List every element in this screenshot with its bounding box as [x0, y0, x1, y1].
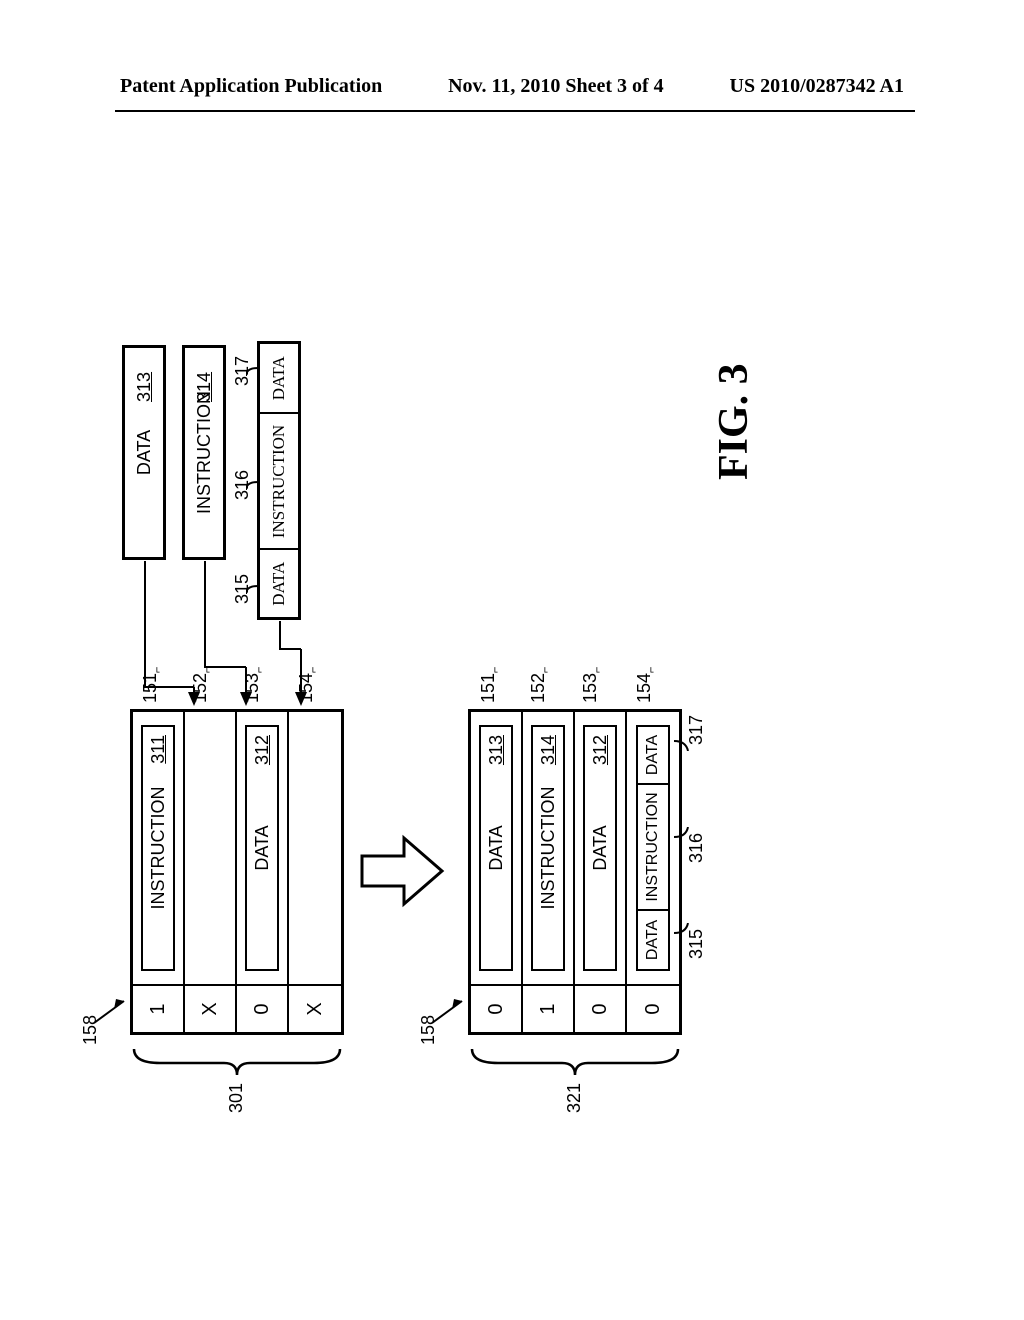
ref-313: 313 — [486, 735, 507, 765]
inner-box-312: DATA 312 — [245, 725, 279, 971]
ref-152-bottom: 152⌐ — [528, 667, 552, 703]
box-label: DATA — [134, 430, 155, 475]
ref-314: 314 — [538, 735, 559, 765]
arrow-line — [144, 561, 146, 688]
ref-311: 311 — [148, 735, 169, 764]
ref-321: 321 — [564, 1083, 585, 1113]
arrow-head-icon — [240, 692, 252, 706]
inner-label: INSTRUCTION — [538, 787, 559, 910]
ref-301: 301 — [226, 1083, 247, 1113]
ref-153-bottom: 153⌐ — [580, 667, 604, 703]
cache-301: 301 158 1 INSTRUCTION 311 X — [130, 675, 344, 1035]
table-row: 1 INSTRUCTION 311 — [133, 712, 185, 1032]
seg-316: INSTRUCTION — [260, 412, 298, 548]
inner-box: DATA 313 — [479, 725, 513, 971]
inner-label: DATA — [252, 825, 273, 870]
bit-cell: 0 — [471, 984, 521, 1032]
arrow-vbar — [204, 666, 246, 668]
arrow-line — [279, 621, 281, 650]
ref-158-top: 158 — [80, 1015, 101, 1045]
seg-315b: DATA — [636, 911, 670, 971]
bit-cell: X — [289, 984, 341, 1032]
incoming-lines-group: DATA 313 INSTRUCTION 314 DATA INSTRUCTIO… — [122, 310, 362, 650]
seg-315: DATA — [260, 548, 298, 617]
figure-title: FIG. 3 — [710, 363, 758, 480]
inner-box: DATA 312 — [583, 725, 617, 971]
cache-table-321: 0 DATA 313 1 INSTRUCTION 314 — [468, 709, 682, 1035]
bit-cell: 0 — [237, 984, 287, 1032]
content-cell-empty — [185, 712, 235, 984]
content-cell: DATA 313 — [471, 712, 521, 984]
ref-151-bottom: 151⌐ — [478, 667, 502, 703]
seg-317b: DATA — [636, 725, 670, 785]
big-arrow-icon — [358, 832, 448, 910]
hook-icon — [674, 923, 692, 935]
arrow-vbar — [279, 648, 301, 650]
bit-cell: 1 — [523, 984, 573, 1032]
table-row: X — [185, 712, 237, 1032]
ref-158-bottom: 158 — [418, 1015, 439, 1045]
inner-label: INSTRUCTION — [148, 787, 169, 910]
arrow-line — [204, 561, 206, 668]
arrow-head-icon — [295, 692, 307, 706]
cache-321: 321 158 0 DATA 313 1 — [468, 675, 682, 1035]
content-cell: DATA INSTRUCTION DATA — [627, 712, 679, 984]
figure-3: 301 158 1 INSTRUCTION 311 X — [130, 0, 910, 190]
inner-box: INSTRUCTION 314 — [531, 725, 565, 971]
curly-321 — [468, 1043, 682, 1083]
seg-316b: INSTRUCTION — [636, 785, 670, 911]
ref-313-top: 313 — [134, 372, 155, 402]
box-label: INSTRUCTION — [194, 391, 215, 514]
content-cell: INSTRUCTION 314 — [523, 712, 573, 984]
table-row: 0 DATA 312 — [237, 712, 289, 1032]
ref-154-bottom: 154⌐ — [634, 667, 658, 703]
hook-icon — [674, 739, 692, 751]
table-row: 0 DATA INSTRUCTION DATA — [627, 712, 679, 1032]
ref-312: 312 — [252, 735, 273, 765]
hook-icon — [674, 827, 692, 839]
content-cell: INSTRUCTION 311 — [133, 712, 183, 984]
bit-cell: 0 — [575, 984, 625, 1032]
ref-314-top: 314 — [194, 372, 215, 402]
ref-312b: 312 — [590, 735, 611, 765]
seg-317: DATA — [260, 344, 298, 412]
content-cell: DATA 312 — [575, 712, 625, 984]
inner-box-311: INSTRUCTION 311 — [141, 725, 175, 971]
table-row: 0 DATA 313 — [471, 712, 523, 1032]
content-cell-empty — [289, 712, 341, 984]
table-row: X — [289, 712, 341, 1032]
bit-cell: X — [185, 984, 235, 1032]
table-row: 1 INSTRUCTION 314 — [523, 712, 575, 1032]
bit-cell: 1 — [133, 984, 183, 1032]
inner-label: DATA — [590, 825, 611, 870]
inner-triple: DATA INSTRUCTION DATA — [636, 725, 670, 971]
inner-label: DATA — [486, 825, 507, 870]
curly-301 — [130, 1043, 344, 1083]
content-cell: DATA 312 — [237, 712, 287, 984]
table-row: 0 DATA 312 — [575, 712, 627, 1032]
arrow-head-icon — [188, 692, 200, 706]
arrow-vbar — [144, 686, 194, 688]
triple-box: DATA INSTRUCTION DATA — [257, 341, 301, 620]
cache-table-301: 1 INSTRUCTION 311 X 0 DATA 312 — [130, 709, 344, 1035]
bit-cell: 0 — [627, 984, 679, 1032]
